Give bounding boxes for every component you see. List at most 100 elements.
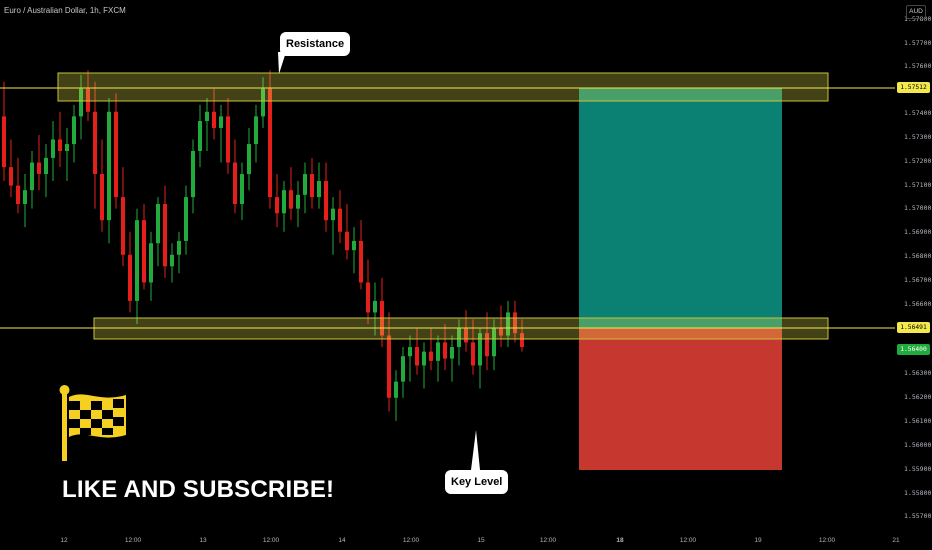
candle-body (58, 139, 62, 151)
price-tick-label: 1.55700 (904, 512, 931, 520)
key-level-callout: Key Level (445, 470, 509, 494)
candle-body (107, 111, 111, 221)
currency-badge[interactable]: AUD (906, 5, 926, 19)
price-tick-label: 1.57400 (904, 109, 931, 117)
price-tick-label: 1.56900 (904, 228, 931, 236)
price-tick-label: 1.57200 (904, 157, 931, 165)
candle-body (184, 197, 188, 241)
candle-body (324, 180, 328, 221)
candle-body (492, 328, 496, 357)
candle-body (289, 190, 293, 209)
resistance-zone (57, 72, 829, 102)
candle-body (338, 208, 342, 232)
candle-body (436, 342, 440, 361)
candle-body (317, 180, 321, 198)
candle-body (79, 88, 83, 117)
candle-body (254, 116, 258, 145)
time-tick-label: 12:00 (540, 537, 557, 544)
time-tick-label: 13 (199, 537, 207, 544)
price-tick-label: 1.55800 (904, 489, 931, 497)
candle-body (443, 342, 447, 359)
time-tick-label: 12:00 (125, 537, 142, 544)
candle-body (247, 144, 251, 175)
symbol-title[interactable]: Euro / Australian Dollar, 1h, FXCM (4, 6, 126, 15)
candle-body (352, 240, 356, 251)
candle-body (275, 197, 279, 214)
candle-body (16, 185, 20, 205)
candle-body (296, 194, 300, 209)
candle-body (261, 88, 265, 117)
price-axis: 1.57800 1.57700 1.57600 1.57400 1.57300 1.572… (904, 15, 931, 520)
price-tick-label: 1.55900 (904, 465, 931, 473)
time-tick-label: 14 (338, 537, 346, 544)
candle-body (121, 197, 125, 255)
candle-body (478, 333, 482, 366)
price-tick-label: 1.56600 (904, 300, 931, 308)
candle-body (506, 312, 510, 336)
current-price-badge: 1.56400 (897, 344, 930, 355)
candle-body (282, 190, 286, 214)
candle-body (499, 328, 503, 336)
candle-body (268, 88, 272, 198)
candle-body (177, 240, 181, 255)
candle-body (226, 116, 230, 163)
time-tick-label: 12:00 (680, 537, 697, 544)
time-tick-label: 15 (477, 537, 485, 544)
candle-body (366, 282, 370, 313)
time-tick-label: 18 (616, 537, 624, 544)
candle-body (114, 111, 118, 198)
candle-body (44, 157, 48, 175)
candle-body (142, 220, 146, 283)
candle-body (170, 254, 174, 267)
price-tick-label: 1.56200 (904, 393, 931, 401)
candle-body (72, 116, 76, 145)
candle-body (373, 300, 377, 313)
candle-body (303, 174, 307, 195)
checkered-flag-icon (59, 385, 126, 461)
time-tick-label: 12:00 (819, 537, 836, 544)
time-tick-label: 21 (892, 537, 900, 544)
candle-body (23, 190, 27, 205)
candle-body (156, 204, 160, 244)
candle-body (471, 342, 475, 366)
time-tick-label: 12:00 (403, 537, 420, 544)
candle-body (9, 167, 13, 186)
candle-body (65, 144, 69, 151)
candle-body (205, 111, 209, 122)
candle-body (233, 162, 237, 205)
candle-body (100, 174, 104, 221)
candle-body (401, 356, 405, 382)
candle-body (149, 243, 153, 283)
candle-body (520, 333, 524, 348)
price-tick-label: 1.57600 (904, 62, 931, 70)
candle-body (212, 111, 216, 128)
resistance-callout-tail (278, 52, 286, 74)
price-tick-label: 1.57700 (904, 39, 931, 47)
like-subscribe-text: LIKE AND SUBSCRIBE! (62, 476, 335, 503)
time-tick-label: 12:00 (263, 537, 280, 544)
time-tick-label: 19 (754, 537, 762, 544)
price-tick-label: 1.56300 (904, 369, 931, 377)
price-tick-label: 1.56000 (904, 441, 931, 449)
price-tick-label: 1.57000 (904, 204, 931, 212)
candle-body (2, 116, 6, 168)
candle-body (394, 381, 398, 398)
candlestick-series (2, 70, 524, 421)
candle-body (93, 111, 97, 175)
candle-body (240, 174, 244, 205)
price-tick-label: 1.56700 (904, 276, 931, 284)
time-axis: 12 12:00 13 12:00 14 12:00 15 12:00 18 12:00 19 12:… (60, 537, 900, 544)
key-level-callout-tail (471, 430, 480, 470)
price-tick-label: 1.56100 (904, 417, 931, 425)
candle-body (422, 351, 426, 366)
resistance-price-badge: 1.57512 (897, 82, 930, 93)
candle-body (464, 328, 468, 343)
candle-body (30, 162, 34, 191)
time-tick-label: 12 (60, 537, 68, 544)
candle-body (345, 231, 349, 251)
candle-body (415, 347, 419, 366)
candle-body (86, 88, 90, 112)
candle-body (51, 139, 55, 158)
price-tick-label: 1.57100 (904, 181, 931, 189)
